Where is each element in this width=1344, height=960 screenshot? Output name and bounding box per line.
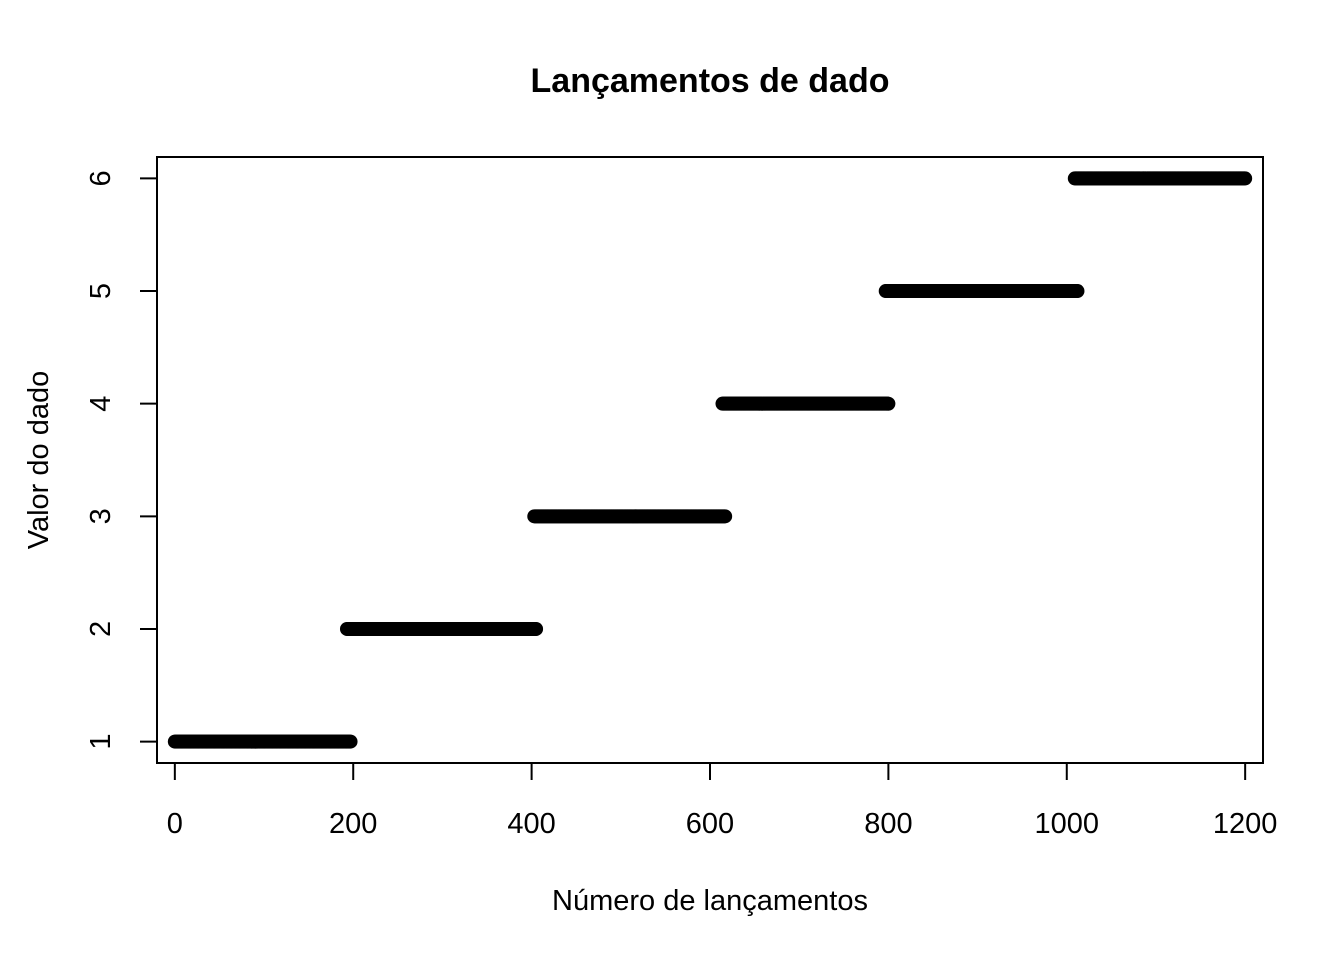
x-tick-label: 1200 xyxy=(1213,808,1278,840)
data-point xyxy=(718,509,733,524)
x-tick-label: 0 xyxy=(167,808,183,840)
data-point xyxy=(881,396,896,411)
chart-title: Lançamentos de dado xyxy=(531,62,890,100)
x-tick-label: 200 xyxy=(329,808,377,840)
x-tick-label: 400 xyxy=(507,808,555,840)
plot-frame xyxy=(156,156,1264,764)
x-tick-label: 1000 xyxy=(1035,808,1100,840)
x-tick-label: 600 xyxy=(686,808,734,840)
series-value-6 xyxy=(1067,171,1253,186)
y-axis: 1 2 3 4 5 6 xyxy=(85,170,158,750)
x-tick-label: 800 xyxy=(864,808,912,840)
series-value-2 xyxy=(339,621,544,636)
y-tick-label: 3 xyxy=(85,508,117,524)
data-point xyxy=(343,734,358,749)
data-points xyxy=(167,171,1253,749)
y-axis-label: Valor do dado xyxy=(23,371,55,549)
y-tick-label: 6 xyxy=(85,170,117,186)
series-value-1 xyxy=(167,734,358,749)
y-tick-label: 2 xyxy=(85,621,117,637)
y-tick-label: 1 xyxy=(85,734,117,750)
series-value-5 xyxy=(878,284,1085,299)
series-value-3 xyxy=(527,509,733,524)
x-axis: 0 200 400 600 800 1000 1200 xyxy=(167,762,1278,840)
data-point xyxy=(1070,284,1085,299)
series-value-4 xyxy=(715,396,896,411)
x-axis-label: Número de lançamentos xyxy=(552,885,868,917)
data-point xyxy=(529,621,544,636)
y-tick-label: 4 xyxy=(85,396,117,412)
y-tick-label: 5 xyxy=(85,283,117,299)
data-point xyxy=(1238,171,1253,186)
